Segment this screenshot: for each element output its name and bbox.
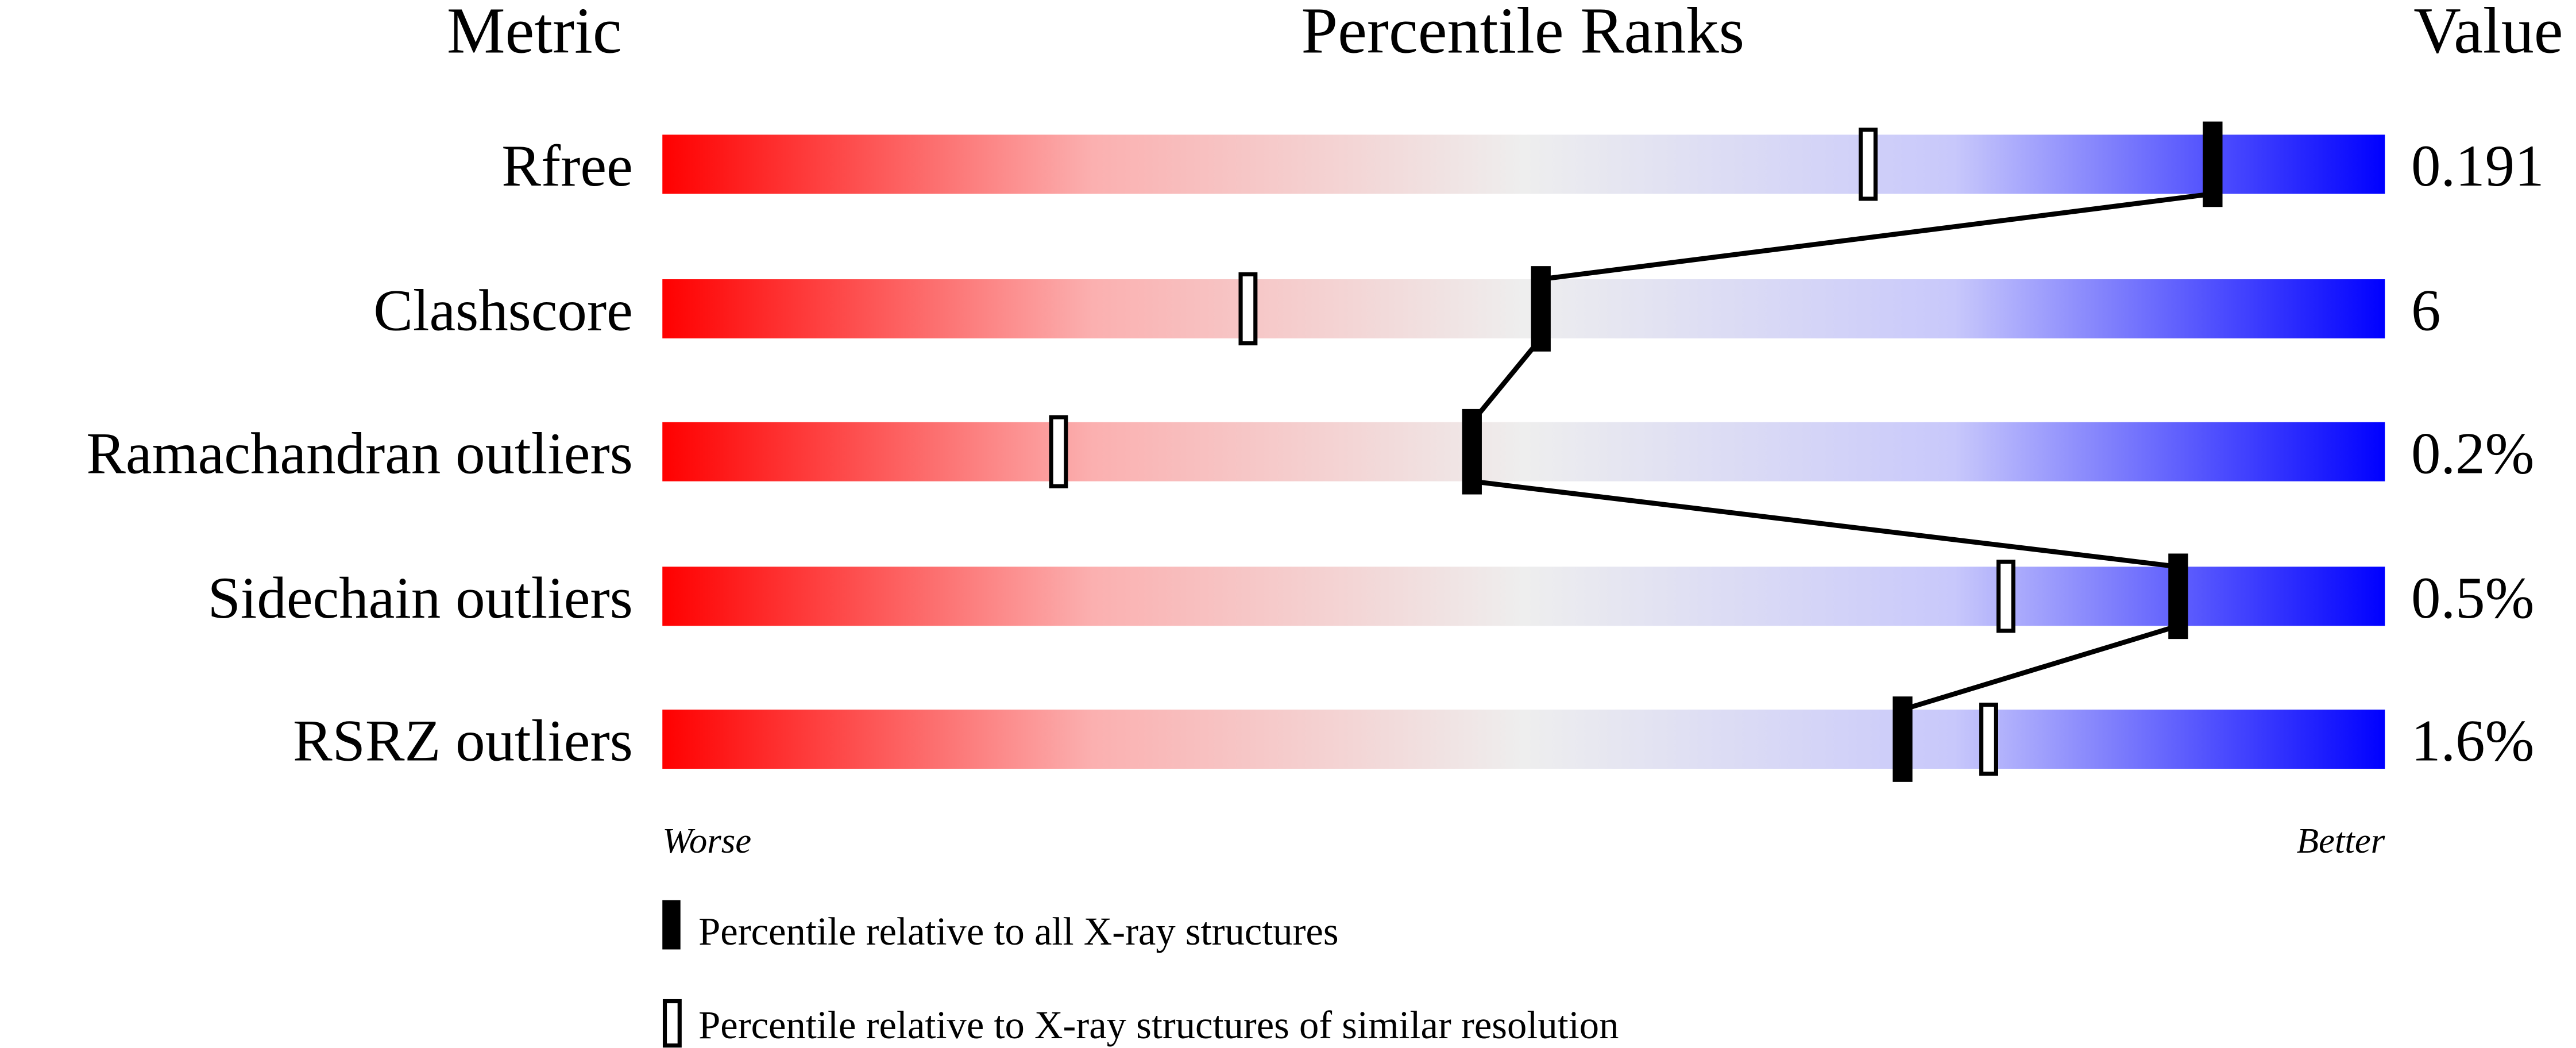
legend-open-marker [662, 999, 682, 1048]
connector-line [1470, 337, 1543, 424]
metric-label: Sidechain outliers [208, 565, 633, 631]
connector-line [1902, 623, 2179, 712]
percentile-bar [662, 279, 2385, 338]
metric-label: Rfree [501, 133, 633, 199]
metric-value: 0.5% [2411, 565, 2534, 631]
marker-similar-resolution [1859, 128, 1878, 201]
marker-similar-resolution [1979, 702, 1998, 776]
legend-label-similar: Percentile relative to X-ray structures … [698, 1003, 1619, 1047]
marker-all-structures [1893, 696, 1913, 782]
connector-line [1540, 191, 2213, 282]
metric-value: 1.6% [2411, 708, 2534, 774]
metric-label: Ramachandran outliers [86, 421, 633, 486]
legend-filled-marker [662, 900, 681, 950]
marker-all-structures [2168, 553, 2188, 639]
header-percentile-ranks: Percentile Ranks [1301, 0, 1745, 67]
axis-label-worse: Worse [662, 820, 751, 861]
marker-all-structures [2203, 121, 2223, 207]
header-metric: Metric [447, 0, 622, 67]
marker-all-structures [1462, 409, 1482, 495]
connector-line [1472, 479, 2179, 569]
metric-value: 0.2% [2411, 421, 2534, 486]
metric-label: Clashscore [373, 278, 633, 344]
percentile-bar [662, 710, 2385, 769]
metric-value: 6 [2411, 278, 2440, 344]
metric-label: RSRZ outliers [293, 708, 633, 774]
metric-value: 0.191 [2411, 133, 2544, 199]
marker-similar-resolution [1996, 560, 2015, 633]
marker-all-structures [1531, 266, 1551, 352]
legend-label-all: Percentile relative to all X-ray structu… [698, 910, 1338, 953]
marker-similar-resolution [1238, 272, 1258, 346]
percentile-bar [662, 422, 2385, 481]
percentile-bar [662, 567, 2385, 626]
header-value: Value [2413, 0, 2563, 67]
marker-similar-resolution [1049, 415, 1068, 488]
percentile-bar [662, 134, 2385, 194]
axis-label-better: Better [2297, 820, 2385, 861]
